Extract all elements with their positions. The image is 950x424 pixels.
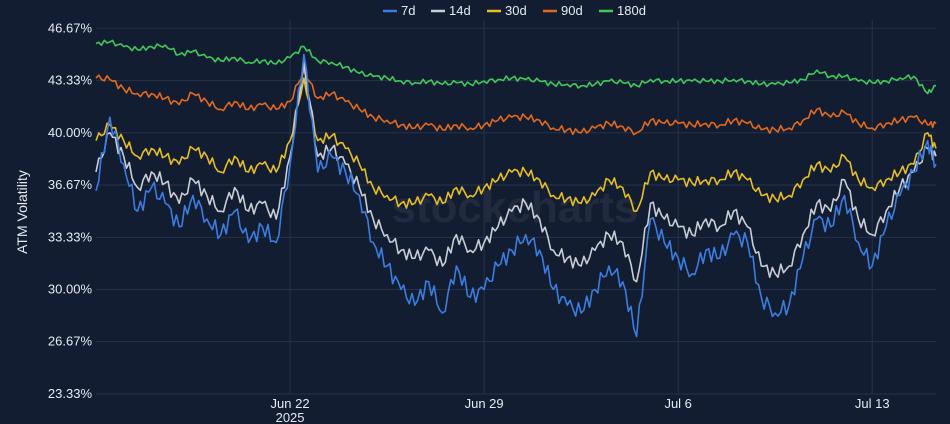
y-tick-label: 43.33% bbox=[48, 73, 93, 88]
series-line-30d bbox=[95, 77, 937, 212]
x-tick-sublabel: 2025 bbox=[276, 410, 305, 424]
x-tick-label: Jun 22 bbox=[271, 396, 310, 411]
y-axis: 46.67% 43.33% 40.00% 36.67% 33.33% 30.00% 26.6… bbox=[48, 20, 93, 401]
y-tick-label: 33.33% bbox=[48, 229, 93, 244]
legend-label-14d: 14d bbox=[449, 3, 471, 18]
y-tick-label: 23.33% bbox=[48, 386, 93, 401]
series-line-90d bbox=[95, 69, 937, 136]
y-axis-title: ATM Volatility bbox=[14, 170, 30, 254]
legend-label-90d: 90d bbox=[561, 3, 583, 18]
series-line-14d bbox=[95, 61, 937, 283]
x-tick-label: Jun 29 bbox=[465, 396, 504, 411]
watermark: stockcharts bbox=[391, 183, 638, 232]
grid bbox=[96, 20, 936, 395]
legend-label-7d: 7d bbox=[401, 3, 415, 18]
series-layer bbox=[95, 39, 937, 338]
legend-label-30d: 30d bbox=[505, 3, 527, 18]
y-tick-label: 40.00% bbox=[48, 125, 93, 140]
legend: 7d 14d 30d 90d 180d bbox=[383, 3, 646, 18]
x-tick-label: Jul 6 bbox=[664, 396, 691, 411]
y-tick-label: 46.67% bbox=[48, 20, 93, 35]
series-line-7d bbox=[95, 53, 937, 338]
x-tick-label: Jul 13 bbox=[855, 396, 890, 411]
y-tick-label: 26.67% bbox=[48, 334, 93, 349]
y-tick-label: 36.67% bbox=[48, 177, 93, 192]
legend-label-180d: 180d bbox=[617, 3, 646, 18]
y-tick-label: 30.00% bbox=[48, 281, 93, 296]
series-line-180d bbox=[95, 39, 937, 95]
